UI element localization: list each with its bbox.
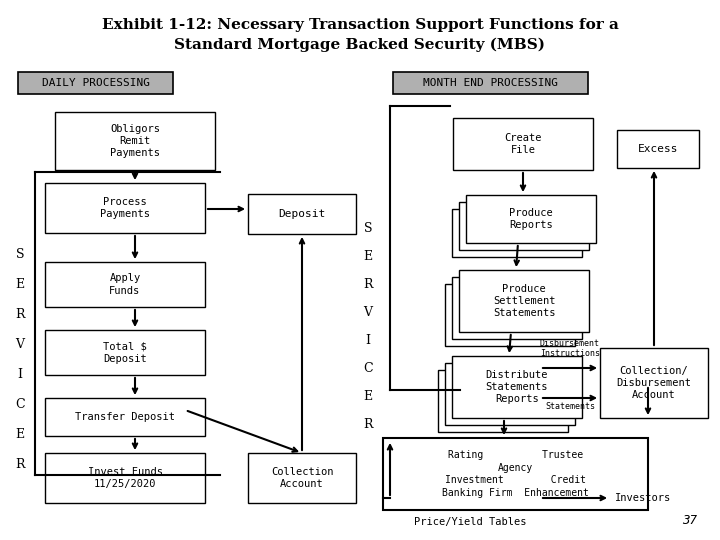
- Bar: [459, 270, 589, 332]
- Text: MONTH END PROCESSING: MONTH END PROCESSING: [423, 78, 558, 88]
- Text: V: V: [364, 306, 372, 319]
- Bar: [45, 330, 205, 375]
- Bar: [600, 348, 708, 418]
- Bar: [248, 194, 356, 234]
- Bar: [45, 398, 205, 436]
- Text: Exhibit 1-12: Necessary Transaction Support Functions for a: Exhibit 1-12: Necessary Transaction Supp…: [102, 18, 618, 32]
- Text: Produce
Reports: Produce Reports: [509, 208, 553, 230]
- Text: Collection/
Disbursement
Account: Collection/ Disbursement Account: [616, 366, 691, 400]
- Bar: [452, 209, 582, 257]
- Text: E: E: [364, 389, 372, 402]
- Bar: [45, 262, 205, 307]
- Bar: [617, 130, 699, 168]
- Text: Create
File: Create File: [504, 133, 541, 155]
- Text: Deposit: Deposit: [279, 209, 325, 219]
- Text: DAILY PROCESSING: DAILY PROCESSING: [42, 78, 150, 88]
- Text: R: R: [15, 308, 24, 321]
- Text: Apply
Funds: Apply Funds: [109, 273, 140, 296]
- Bar: [45, 453, 205, 503]
- Bar: [438, 370, 568, 432]
- Text: S: S: [16, 248, 24, 261]
- Text: Process
Payments: Process Payments: [100, 197, 150, 219]
- Text: C: C: [15, 399, 24, 411]
- Text: Statements: Statements: [545, 402, 595, 411]
- Bar: [459, 202, 589, 250]
- Bar: [55, 112, 215, 170]
- Bar: [248, 453, 356, 503]
- Text: I: I: [366, 334, 371, 347]
- Text: E: E: [15, 279, 24, 292]
- Bar: [452, 356, 582, 418]
- Text: 37: 37: [683, 514, 698, 526]
- Bar: [453, 118, 593, 170]
- Text: Price/Yield Tables: Price/Yield Tables: [414, 517, 526, 527]
- Text: E: E: [15, 429, 24, 442]
- Text: Invest Funds
11/25/2020: Invest Funds 11/25/2020: [88, 467, 163, 489]
- Text: R: R: [15, 458, 24, 471]
- Text: Distribute
Statements
Reports: Distribute Statements Reports: [486, 369, 548, 404]
- Bar: [445, 363, 575, 425]
- Text: E: E: [364, 249, 372, 262]
- Bar: [383, 438, 648, 510]
- Text: R: R: [364, 278, 373, 291]
- Bar: [45, 183, 205, 233]
- Text: I: I: [17, 368, 22, 381]
- Text: Excess: Excess: [638, 144, 678, 154]
- Text: Obligors
Remit
Payments: Obligors Remit Payments: [110, 124, 160, 158]
- Bar: [466, 195, 596, 243]
- Text: S: S: [364, 221, 372, 234]
- Text: R: R: [364, 417, 373, 430]
- Text: Disbursement
Instructions: Disbursement Instructions: [540, 339, 600, 358]
- Text: Collection
Account: Collection Account: [271, 467, 333, 489]
- Text: Total $
Deposit: Total $ Deposit: [103, 341, 147, 364]
- Text: V: V: [16, 339, 24, 352]
- Text: Investors: Investors: [615, 493, 671, 503]
- Text: Rating          Trustee
Agency
Investment        Credit
Banking Firm  Enhancemen: Rating Trustee Agency Investment Credit …: [442, 450, 589, 497]
- Bar: [18, 72, 173, 94]
- Bar: [445, 284, 575, 346]
- Text: Transfer Deposit: Transfer Deposit: [75, 412, 175, 422]
- Bar: [452, 277, 582, 339]
- Bar: [393, 72, 588, 94]
- Text: Standard Mortgage Backed Security (MBS): Standard Mortgage Backed Security (MBS): [174, 38, 546, 52]
- Text: C: C: [363, 361, 373, 375]
- Text: Produce
Settlement
Statements: Produce Settlement Statements: [492, 284, 555, 319]
